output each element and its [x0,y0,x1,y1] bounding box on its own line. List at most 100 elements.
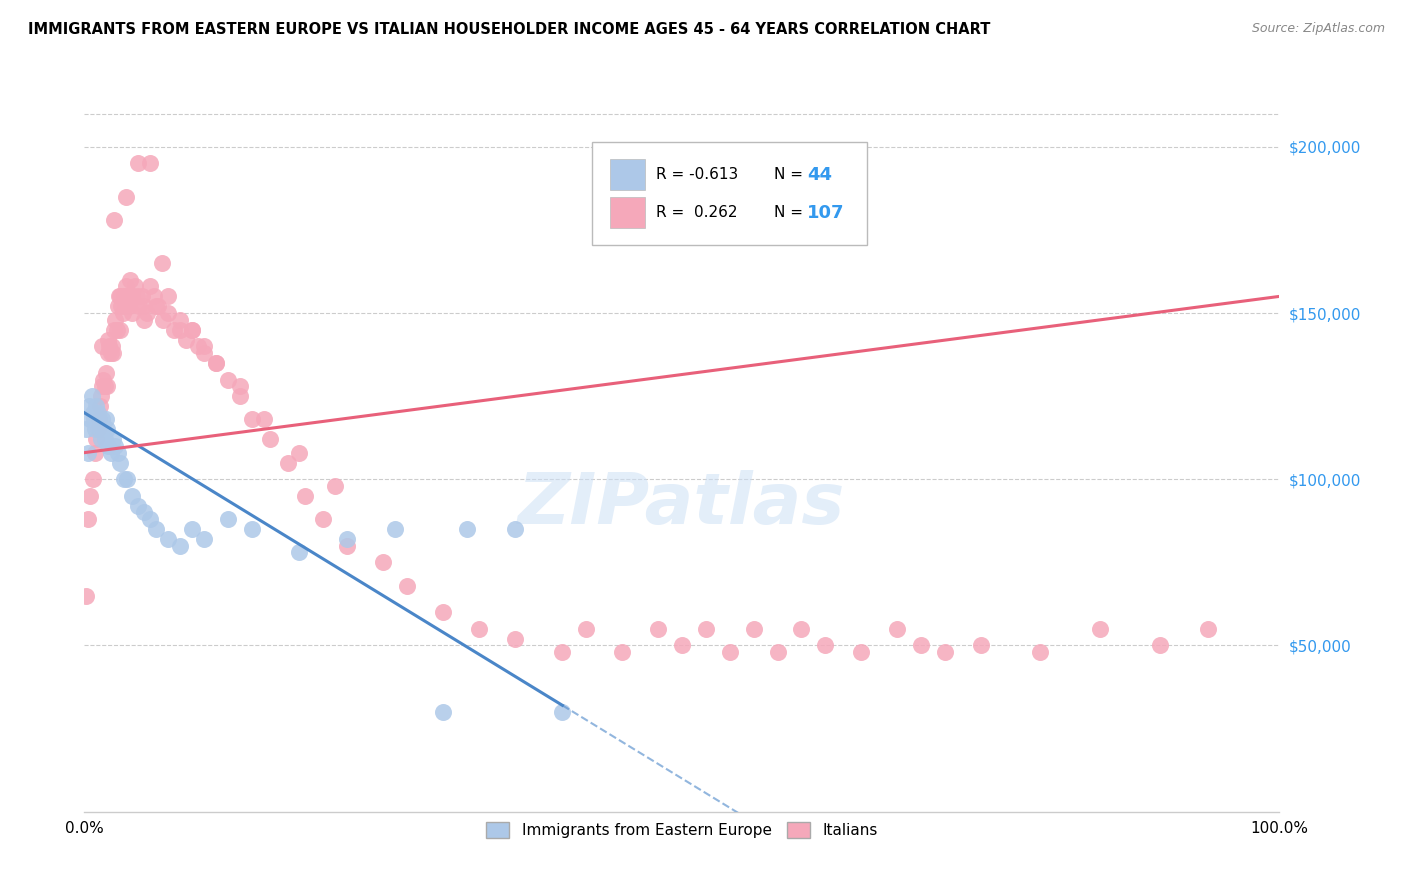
Point [139,279,162,293]
Point [157,532,180,546]
Point [551,645,574,659]
Point [114,299,136,313]
Point [181,323,204,337]
Point [75,422,97,436]
Point [187,339,209,353]
Point [110,299,132,313]
Point [93,372,115,386]
Point [120,289,142,303]
Point [79,489,101,503]
Point [169,323,191,337]
Point [115,189,138,203]
Point [288,545,311,559]
Point [103,213,125,227]
Point [294,489,316,503]
Point [150,256,173,270]
Point [193,339,215,353]
Point [128,299,150,313]
Point [970,639,993,653]
Point [790,622,813,636]
FancyBboxPatch shape [610,197,645,228]
Point [432,605,454,619]
Text: N =: N = [773,205,808,220]
Point [169,539,191,553]
Point [104,439,127,453]
Point [575,622,598,636]
Point [79,412,101,426]
Point [89,422,111,436]
Point [86,422,108,436]
Point [205,356,228,370]
Point [77,399,100,413]
Point [107,445,129,459]
Point [229,389,252,403]
Point [456,522,478,536]
Point [104,312,127,326]
Point [117,289,139,303]
Point [112,472,135,486]
Text: R = -0.613: R = -0.613 [655,167,738,182]
Point [503,522,526,536]
Point [277,456,299,470]
Point [259,433,281,447]
Point [139,156,162,170]
Point [94,366,117,380]
Point [110,289,132,303]
Text: 44: 44 [807,166,832,184]
Point [100,445,122,459]
Point [934,645,956,659]
Point [217,512,239,526]
Point [121,306,143,320]
Point [87,412,110,426]
Point [93,433,115,447]
Point [86,399,108,413]
Point [312,512,335,526]
Point [91,339,114,353]
Point [101,339,124,353]
Point [84,422,107,436]
Point [93,379,115,393]
Text: ZIPatlas: ZIPatlas [519,470,845,539]
Point [97,439,120,453]
Point [139,512,162,526]
Point [148,299,170,313]
Point [84,445,107,459]
Point [89,399,111,413]
Point [132,312,156,326]
Point [193,346,215,360]
Point [174,333,197,347]
Point [94,412,117,426]
Point [91,412,114,426]
Point [142,289,165,303]
Point [101,346,124,360]
Point [101,433,124,447]
Text: N =: N = [773,167,808,182]
Point [851,645,873,659]
Point [217,372,239,386]
Point [125,289,148,303]
Point [111,306,134,320]
Point [86,433,108,447]
Point [253,412,276,426]
FancyBboxPatch shape [592,143,868,244]
Point [121,489,143,503]
Point [647,622,669,636]
Point [131,289,153,303]
Point [82,472,104,486]
Point [551,705,574,719]
Point [229,379,252,393]
Point [336,539,359,553]
FancyBboxPatch shape [610,160,645,190]
Point [127,499,149,513]
Point [96,422,118,436]
Point [117,472,139,486]
Point [82,406,104,420]
Point [336,532,359,546]
Point [107,299,129,313]
Point [93,422,115,436]
Point [112,289,135,303]
Point [97,333,120,347]
Point [1029,645,1052,659]
Point [110,323,132,337]
Point [718,645,741,659]
